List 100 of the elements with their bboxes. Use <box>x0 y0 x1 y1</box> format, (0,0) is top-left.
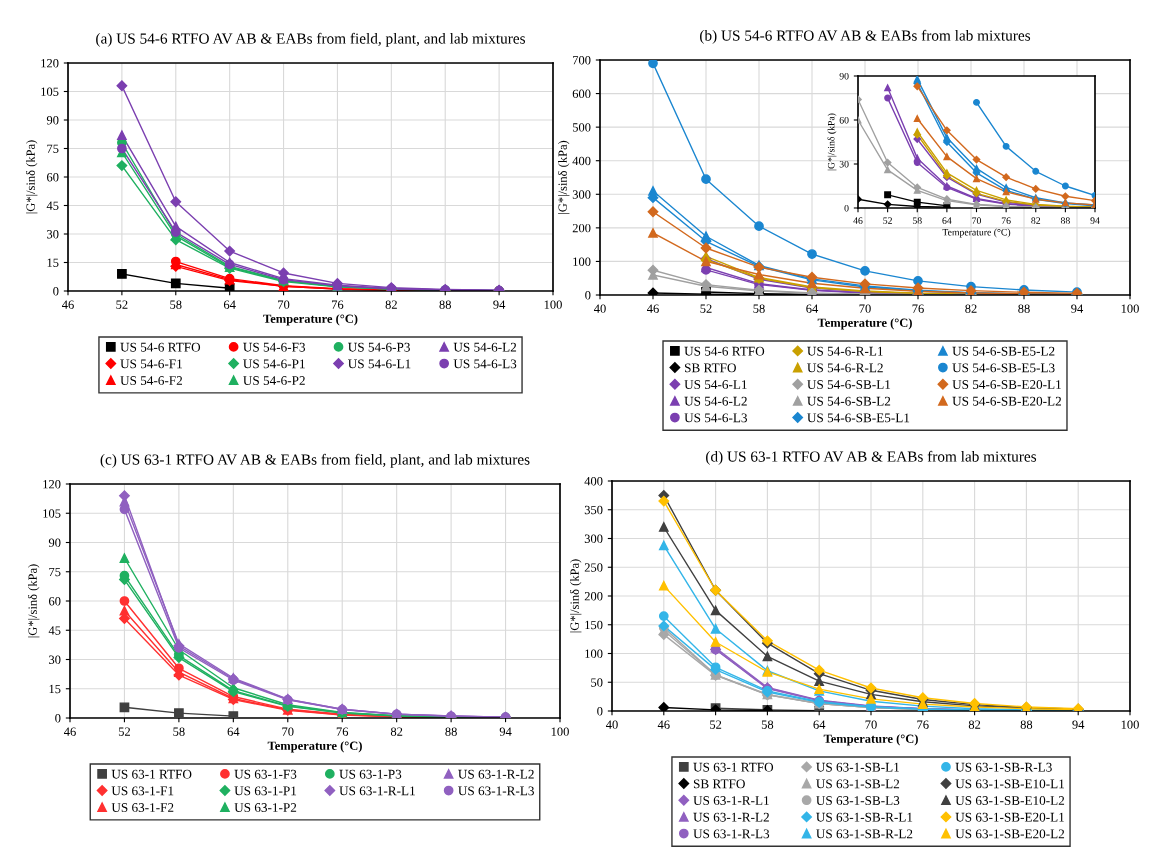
legend-label: US 63-1-SB-R-L2 <box>816 829 913 839</box>
y-tick-label: 150 <box>585 620 603 630</box>
legend-label: US 54-6-L3 <box>684 413 748 423</box>
y-tick-label: 45 <box>46 201 59 210</box>
legend-label: US 63-1-SB-L1 <box>816 762 899 772</box>
x-tick-label: 46 <box>63 727 76 736</box>
x-tick-label: 94 <box>1072 720 1085 729</box>
legend-label: US 54-6-L2 <box>453 342 517 352</box>
x-tick-label: 100 <box>1121 304 1139 313</box>
y-tick-label: 60 <box>47 173 59 182</box>
legend-label: US 54-6-R-L1 <box>807 346 883 356</box>
y-axis-title: |G*|/sinδ (kPa) <box>570 559 582 633</box>
x-tick-label: 40 <box>593 304 606 313</box>
x-tick-label: 82 <box>968 720 981 729</box>
legend-label: US 63-1-R-L1 <box>693 796 769 805</box>
y-tick-label: 400 <box>584 477 603 486</box>
x-tick-label: 76 <box>1001 217 1011 224</box>
x-axis-title: Temperature (°C) <box>823 734 918 746</box>
x-axis-title: Temperature (°C) <box>817 318 912 330</box>
legend-label: US 63-1-R-L2 <box>458 769 534 779</box>
y-tick-label: 30 <box>47 230 59 239</box>
y-tick-label: 100 <box>573 257 591 266</box>
legend-label: US 63-1-SB-E20-L1 <box>955 812 1064 822</box>
x-tick-label: 70 <box>859 304 871 313</box>
y-tick-label: 90 <box>839 72 849 80</box>
y-tick-label: 15 <box>47 258 59 267</box>
y-tick-label: 300 <box>572 190 591 199</box>
y-tick-label: 350 <box>584 505 603 515</box>
x-tick-label: 82 <box>385 300 397 309</box>
x-tick-label: 52 <box>116 300 128 309</box>
y-tick-label: 90 <box>48 538 61 547</box>
y-tick-label: 200 <box>584 592 603 601</box>
x-tick-label: 70 <box>278 300 290 309</box>
y-tick-label: 250 <box>584 563 603 572</box>
y-tick-label: 120 <box>43 480 61 489</box>
y-tick-label: 105 <box>43 509 61 518</box>
legend-label: US 54-6-L1 <box>348 359 411 369</box>
legend-label: US 63-1 RTFO <box>693 762 774 772</box>
x-tick-label: 40 <box>605 720 618 729</box>
legend-label: US 54-6-F3 <box>243 342 306 352</box>
x-axis-title: Temperature (°C) <box>263 314 358 326</box>
chart-title: (c) US 63-1 RTFO AV AB & EABs from field, plant, and lab mixtures <box>100 453 530 468</box>
x-tick-label: 64 <box>806 304 819 313</box>
y-axis-title: |G*|/sinδ (kPa) <box>827 113 837 171</box>
legend-label: US 54-6-F2 <box>120 376 183 385</box>
x-tick-label: 70 <box>865 720 877 729</box>
x-tick-label: 94 <box>499 727 512 736</box>
x-tick-label: 100 <box>544 300 562 309</box>
x-tick-label: 58 <box>753 304 765 313</box>
y-tick-label: 600 <box>572 89 591 99</box>
legend-label: US 54-6 RTFO <box>120 342 201 352</box>
y-tick-label: 700 <box>573 56 591 65</box>
y-tick-label: 400 <box>572 156 591 166</box>
y-tick-label: 300 <box>584 534 603 543</box>
y-tick-label: 30 <box>839 160 849 168</box>
legend-label: US 63-1-P1 <box>234 786 297 796</box>
legend-label: US 54-6-P3 <box>348 342 410 352</box>
x-tick-label: 46 <box>61 300 74 309</box>
legend-label: US 63-1-R-L2 <box>693 812 769 822</box>
legend-label: US 54-6-P2 <box>243 376 305 385</box>
x-tick-label: 94 <box>1090 217 1100 224</box>
x-tick-label: 70 <box>282 727 294 736</box>
x-tick-label: 58 <box>170 300 182 309</box>
x-axis-title: Temperature (°C) <box>942 228 1011 238</box>
x-tick-label: 88 <box>1060 217 1070 224</box>
x-tick-label: 76 <box>917 720 929 729</box>
chart-title: (a) US 54-6 RTFO AV AB & EABs from field, plant, and lab mixtures <box>96 32 525 47</box>
legend-label: US 63-1-SB-E10-L1 <box>955 779 1064 789</box>
y-tick-label: 100 <box>585 649 603 658</box>
y-tick-label: 60 <box>49 597 61 606</box>
legend-label: US 54-6-SB-E5-L2 <box>952 346 1055 356</box>
y-tick-label: 60 <box>839 116 849 124</box>
x-tick-label: 46 <box>657 720 670 729</box>
y-tick-label: 50 <box>591 678 603 687</box>
legend-label: US 63-1-F3 <box>234 769 297 779</box>
x-axis-title: Temperature (°C) <box>267 741 362 753</box>
y-tick-label: 200 <box>572 223 591 233</box>
x-tick-label: 82 <box>1031 217 1041 224</box>
legend-label: US 63-1-SB-E20-L2 <box>955 829 1065 839</box>
legend-label: US 54-6 RTFO <box>684 346 765 356</box>
x-tick-label: 76 <box>336 727 349 736</box>
legend-label: US 63-1-R-L1 <box>339 786 415 796</box>
x-tick-label: 46 <box>853 217 863 224</box>
legend-label: US 54-6-SB-E5-L1 <box>807 413 910 423</box>
x-tick-label: 64 <box>223 300 236 309</box>
chart-title: (d) US 63-1 RTFO AV AB & EABs from lab mixtures <box>706 450 1037 465</box>
legend-label: US 63-1-F1 <box>111 786 174 796</box>
y-tick-label: 75 <box>49 567 61 577</box>
x-tick-label: 88 <box>439 300 451 309</box>
legend-label: US 54-6-L2 <box>684 396 747 406</box>
legend-label: US 54-6-R-L2 <box>807 363 883 373</box>
legend-label: SB RTFO <box>685 363 736 373</box>
x-tick-label: 52 <box>710 720 722 729</box>
x-tick-label: 76 <box>332 300 344 309</box>
chart-title: (b) US 54-6 RTFO AV AB & EABs from lab mixtures <box>700 29 1031 44</box>
y-axis-title: |G*|/sinδ (kPa) <box>26 140 38 214</box>
y-tick-label: 500 <box>572 123 591 132</box>
x-tick-label: 70 <box>972 217 981 224</box>
y-tick-label: 0 <box>55 714 61 723</box>
x-tick-label: 58 <box>761 720 774 729</box>
